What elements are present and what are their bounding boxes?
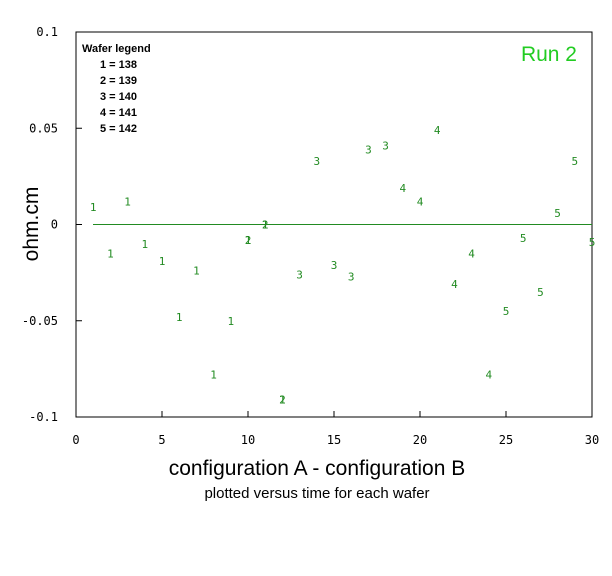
legend-entry-2: 2 = 139 [100,75,137,87]
x-tick-label: 0 [72,433,79,447]
x-tick-label: 5 [158,433,165,447]
chart-title: Run 2 [521,43,577,66]
x-axis-subtitle: plotted versus time for each wafer [204,485,429,502]
data-point-wafer-3: 3 [296,269,303,282]
data-point-wafer-2: 2 [279,394,286,407]
data-point-wafer-5: 5 [503,305,510,318]
legend-entry-5: 5 = 142 [100,123,137,135]
x-tick-label: 10 [241,433,255,447]
data-point-wafer-4: 4 [451,278,458,291]
data-point-wafer-3: 3 [382,140,389,153]
legend-entry-4: 4 = 141 [100,107,137,119]
data-point-wafer-1: 1 [141,238,148,251]
data-point-wafer-3: 3 [348,270,355,283]
x-tick-label: 30 [585,433,599,447]
y-axis: 0.1 0.05 0 -0.05 -0.1 [22,25,82,424]
y-tick-label: 0.05 [29,121,58,135]
data-point-wafer-1: 1 [90,201,97,214]
y-tick-label: 0.1 [36,25,58,39]
data-point-wafer-1: 1 [245,234,252,247]
data-point-wafer-3: 3 [331,259,338,272]
data-point-wafer-1: 1 [262,219,269,232]
data-point-wafer-5: 5 [589,236,596,249]
data-point-wafer-1: 1 [176,311,183,324]
data-point-wafer-5: 5 [520,232,527,245]
data-point-wafer-4: 4 [417,195,424,208]
data-point-wafer-1: 1 [124,195,131,208]
data-point-wafer-4: 4 [434,124,441,137]
data-point-wafer-5: 5 [554,207,561,220]
data-point-wafer-1: 1 [159,255,166,268]
x-tick-label: 25 [499,433,513,447]
legend: Wafer legend 1 = 138 2 = 139 3 = 140 4 =… [82,43,151,135]
y-tick-label: 0 [51,218,58,232]
data-point-wafer-5: 5 [571,155,578,168]
legend-entry-3: 3 = 140 [100,91,137,103]
y-tick-label: -0.1 [29,410,58,424]
x-tick-label: 15 [327,433,341,447]
x-axis-label: configuration A - configuration B [169,457,466,480]
data-point-wafer-4: 4 [399,182,406,195]
data-point-wafer-4: 4 [468,247,475,260]
data-point-wafer-1: 1 [193,265,200,278]
data-point-wafer-4: 4 [485,369,492,382]
data-point-wafer-1: 1 [210,369,217,382]
x-tick-label: 20 [413,433,427,447]
data-point-wafer-1: 1 [227,315,234,328]
data-point-wafer-2: 2 [245,234,252,247]
data-point-wafer-2: 2 [262,219,269,232]
y-axis-label: ohm.cm [20,187,43,262]
data-point-wafer-5: 5 [537,286,544,299]
x-axis: 0 5 10 15 20 25 30 [72,411,599,447]
legend-title: Wafer legend [82,43,151,55]
data-point-wafer-1: 1 [107,247,114,260]
data-point-wafer-3: 3 [365,143,372,156]
data-point-wafer-1: 1 [279,394,286,407]
data-point-wafer-3: 3 [313,155,320,168]
legend-entry-1: 1 = 138 [100,59,137,71]
y-tick-label: -0.05 [22,314,58,328]
